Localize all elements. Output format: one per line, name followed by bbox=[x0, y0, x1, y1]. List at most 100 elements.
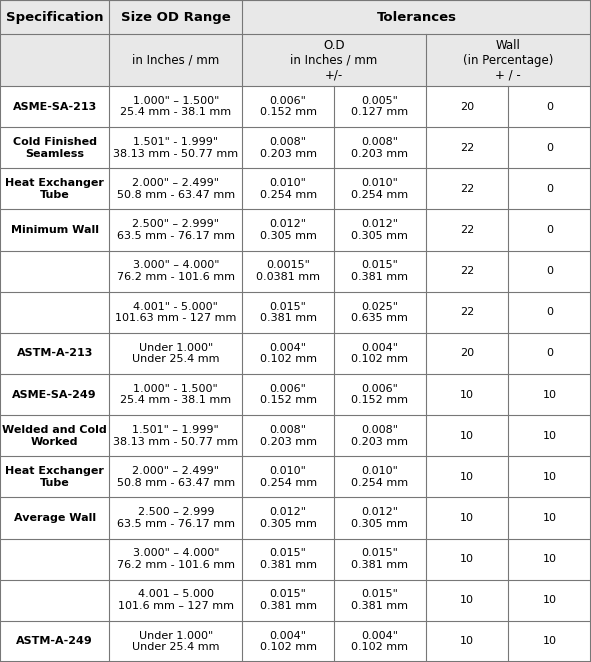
Text: Minimum Wall: Minimum Wall bbox=[11, 225, 99, 235]
Text: 0.006"
0.152 mm: 0.006" 0.152 mm bbox=[259, 96, 317, 117]
Text: Specification: Specification bbox=[6, 11, 103, 24]
Text: 0: 0 bbox=[546, 348, 553, 358]
Bar bbox=[0, 168, 591, 209]
Text: 22: 22 bbox=[460, 143, 474, 153]
Text: 0.015"
0.381 mm: 0.015" 0.381 mm bbox=[351, 548, 408, 570]
Text: ASME-SA-249: ASME-SA-249 bbox=[12, 390, 97, 400]
Bar bbox=[0, 539, 591, 580]
Bar bbox=[0, 415, 591, 456]
Text: Average Wall: Average Wall bbox=[14, 513, 96, 523]
Text: 2.500 – 2.999
63.5 mm - 76.17 mm: 2.500 – 2.999 63.5 mm - 76.17 mm bbox=[117, 507, 235, 529]
Text: 10: 10 bbox=[543, 472, 557, 482]
Text: 22: 22 bbox=[460, 225, 474, 235]
Bar bbox=[0, 580, 591, 621]
Text: Under 1.000"
Under 25.4 mm: Under 1.000" Under 25.4 mm bbox=[132, 343, 220, 364]
Text: 4.001" - 5.000"
101.63 mm - 127 mm: 4.001" - 5.000" 101.63 mm - 127 mm bbox=[115, 301, 236, 323]
Text: 0: 0 bbox=[546, 225, 553, 235]
Text: O.D
in Inches / mm
+/-: O.D in Inches / mm +/- bbox=[290, 39, 378, 81]
Text: 0.025"
0.635 mm: 0.025" 0.635 mm bbox=[351, 301, 408, 323]
Text: 0.008"
0.203 mm: 0.008" 0.203 mm bbox=[351, 137, 408, 159]
Text: 0: 0 bbox=[546, 266, 553, 276]
Text: 0.010"
0.254 mm: 0.010" 0.254 mm bbox=[351, 178, 408, 200]
Text: 10: 10 bbox=[543, 554, 557, 564]
Text: 3.000" – 4.000"
76.2 mm - 101.6 mm: 3.000" – 4.000" 76.2 mm - 101.6 mm bbox=[117, 260, 235, 282]
Bar bbox=[0, 292, 591, 333]
Text: ASTM-A-249: ASTM-A-249 bbox=[17, 636, 93, 646]
Text: Cold Finished
Seamless: Cold Finished Seamless bbox=[12, 137, 97, 159]
Text: Wall
(in Percentage)
+ / -: Wall (in Percentage) + / - bbox=[463, 39, 553, 81]
Text: ASME-SA-213: ASME-SA-213 bbox=[12, 102, 97, 112]
Bar bbox=[0, 621, 591, 662]
Text: 0.015"
0.381 mm: 0.015" 0.381 mm bbox=[351, 589, 408, 611]
Text: 2.000" – 2.499"
50.8 mm - 63.47 mm: 2.000" – 2.499" 50.8 mm - 63.47 mm bbox=[117, 178, 235, 200]
Text: 10: 10 bbox=[543, 595, 557, 605]
Bar bbox=[0, 374, 591, 415]
Text: 3.000" – 4.000"
76.2 mm - 101.6 mm: 3.000" – 4.000" 76.2 mm - 101.6 mm bbox=[117, 548, 235, 570]
Text: Tolerances: Tolerances bbox=[376, 11, 457, 24]
Text: 20: 20 bbox=[460, 102, 474, 112]
Bar bbox=[0, 333, 591, 374]
Bar bbox=[0, 0, 591, 34]
Text: 0.004"
0.102 mm: 0.004" 0.102 mm bbox=[259, 343, 317, 364]
Text: 10: 10 bbox=[543, 636, 557, 646]
Text: 10: 10 bbox=[543, 431, 557, 441]
Text: 0: 0 bbox=[546, 143, 553, 153]
Text: 0: 0 bbox=[546, 184, 553, 194]
Text: 0.010"
0.254 mm: 0.010" 0.254 mm bbox=[351, 466, 408, 488]
Text: Heat Exchanger
Tube: Heat Exchanger Tube bbox=[5, 466, 104, 488]
Text: 10: 10 bbox=[460, 472, 474, 482]
Text: 1.000" – 1.500"
25.4 mm - 38.1 mm: 1.000" – 1.500" 25.4 mm - 38.1 mm bbox=[120, 96, 232, 117]
Text: 0.010"
0.254 mm: 0.010" 0.254 mm bbox=[259, 178, 317, 200]
Text: 2.500" – 2.999"
63.5 mm - 76.17 mm: 2.500" – 2.999" 63.5 mm - 76.17 mm bbox=[117, 219, 235, 241]
Text: 0.004"
0.102 mm: 0.004" 0.102 mm bbox=[351, 631, 408, 652]
Bar bbox=[0, 86, 591, 127]
Text: 1.501" – 1.999"
38.13 mm - 50.77 mm: 1.501" – 1.999" 38.13 mm - 50.77 mm bbox=[113, 425, 238, 447]
Text: ASTM-A-213: ASTM-A-213 bbox=[17, 348, 93, 358]
Text: 0: 0 bbox=[546, 307, 553, 317]
Text: 10: 10 bbox=[460, 513, 474, 523]
Text: in Inches / mm: in Inches / mm bbox=[132, 54, 219, 67]
Text: 2.000" – 2.499"
50.8 mm - 63.47 mm: 2.000" – 2.499" 50.8 mm - 63.47 mm bbox=[117, 466, 235, 488]
Text: Under 1.000"
Under 25.4 mm: Under 1.000" Under 25.4 mm bbox=[132, 631, 220, 652]
Text: 10: 10 bbox=[460, 554, 474, 564]
Text: 22: 22 bbox=[460, 307, 474, 317]
Text: 1.000" - 1.500"
25.4 mm - 38.1 mm: 1.000" - 1.500" 25.4 mm - 38.1 mm bbox=[120, 384, 232, 405]
Text: 1.501" - 1.999"
38.13 mm - 50.77 mm: 1.501" - 1.999" 38.13 mm - 50.77 mm bbox=[113, 137, 238, 159]
Text: 0.015"
0.381 mm: 0.015" 0.381 mm bbox=[259, 548, 317, 570]
Text: 0.008"
0.203 mm: 0.008" 0.203 mm bbox=[351, 425, 408, 447]
Text: 10: 10 bbox=[460, 636, 474, 646]
Text: 0.008"
0.203 mm: 0.008" 0.203 mm bbox=[259, 425, 317, 447]
Text: 20: 20 bbox=[460, 348, 474, 358]
Text: 0.012"
0.305 mm: 0.012" 0.305 mm bbox=[351, 219, 408, 241]
Text: Heat Exchanger
Tube: Heat Exchanger Tube bbox=[5, 178, 104, 200]
Bar bbox=[0, 34, 591, 86]
Text: 0.005"
0.127 mm: 0.005" 0.127 mm bbox=[351, 96, 408, 117]
Text: 0.012"
0.305 mm: 0.012" 0.305 mm bbox=[351, 507, 408, 529]
Text: 0.004"
0.102 mm: 0.004" 0.102 mm bbox=[259, 631, 317, 652]
Text: 0.006"
0.152 mm: 0.006" 0.152 mm bbox=[259, 384, 317, 405]
Text: Welded and Cold
Worked: Welded and Cold Worked bbox=[2, 425, 107, 447]
Text: 22: 22 bbox=[460, 184, 474, 194]
Text: 0: 0 bbox=[546, 102, 553, 112]
Text: 0.008"
0.203 mm: 0.008" 0.203 mm bbox=[259, 137, 317, 159]
Text: 0.015"
0.381 mm: 0.015" 0.381 mm bbox=[351, 260, 408, 282]
Bar bbox=[0, 456, 591, 497]
Text: 10: 10 bbox=[460, 390, 474, 400]
Bar bbox=[0, 209, 591, 251]
Text: 0.015"
0.381 mm: 0.015" 0.381 mm bbox=[259, 589, 317, 611]
Text: 10: 10 bbox=[460, 595, 474, 605]
Bar bbox=[0, 127, 591, 168]
Text: 0.012"
0.305 mm: 0.012" 0.305 mm bbox=[259, 507, 317, 529]
Text: 4.001 – 5.000
101.6 mm – 127 mm: 4.001 – 5.000 101.6 mm – 127 mm bbox=[118, 589, 234, 611]
Text: 0.015"
0.381 mm: 0.015" 0.381 mm bbox=[259, 301, 317, 323]
Text: Size OD Range: Size OD Range bbox=[121, 11, 230, 24]
Text: 10: 10 bbox=[543, 390, 557, 400]
Text: 0.004"
0.102 mm: 0.004" 0.102 mm bbox=[351, 343, 408, 364]
Text: 0.0015"
0.0381 mm: 0.0015" 0.0381 mm bbox=[256, 260, 320, 282]
Bar bbox=[0, 251, 591, 292]
Text: 0.010"
0.254 mm: 0.010" 0.254 mm bbox=[259, 466, 317, 488]
Text: 0.006"
0.152 mm: 0.006" 0.152 mm bbox=[351, 384, 408, 405]
Text: 10: 10 bbox=[460, 431, 474, 441]
Text: 0.012"
0.305 mm: 0.012" 0.305 mm bbox=[259, 219, 317, 241]
Text: 10: 10 bbox=[543, 513, 557, 523]
